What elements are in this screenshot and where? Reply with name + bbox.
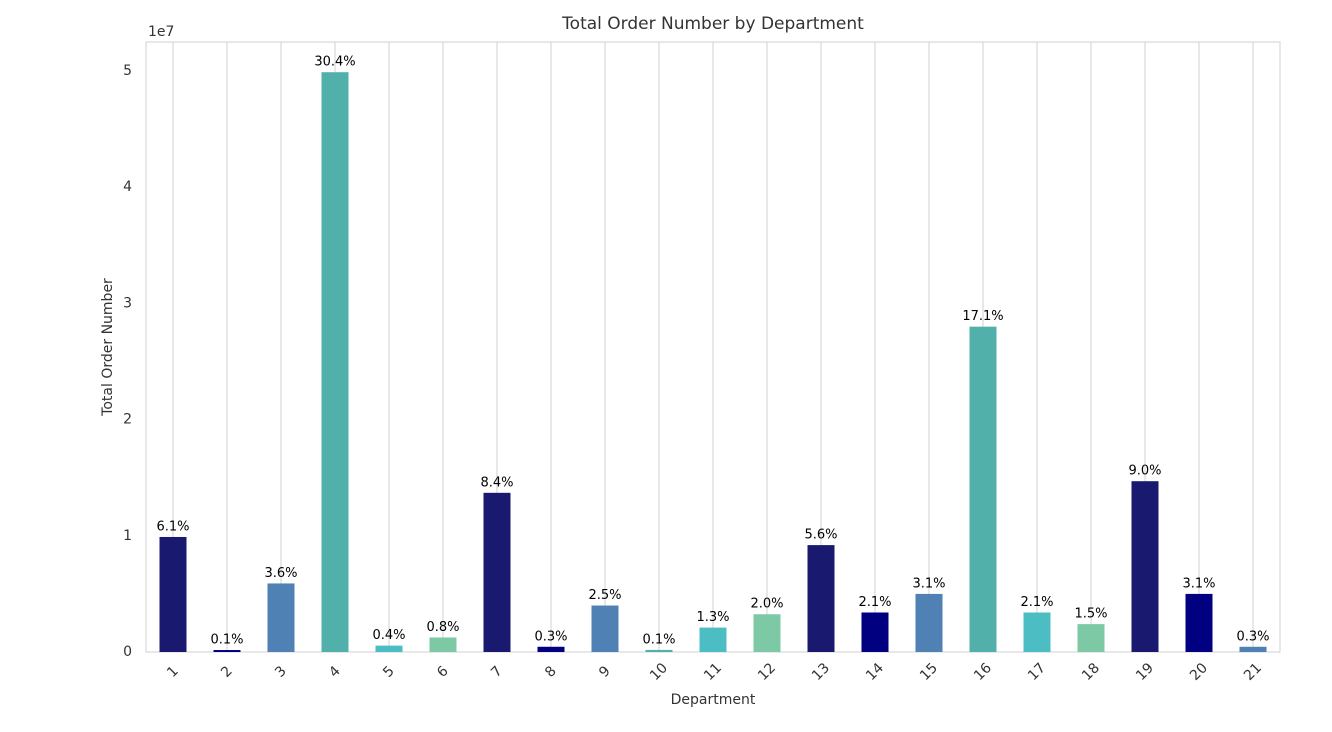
x-tick-label: 12 [755, 660, 779, 684]
y-axis-label: Total Order Number [100, 278, 116, 417]
bar [1185, 593, 1213, 652]
value-label: 9.0% [1128, 464, 1161, 479]
value-label: 2.5% [588, 588, 621, 603]
bar [645, 649, 673, 652]
chart-title: Total Order Number by Department [561, 14, 864, 34]
x-tick-label: 6 [434, 663, 452, 681]
x-tick-label: 9 [596, 663, 614, 681]
bar [537, 646, 565, 652]
x-tick-label: 2 [218, 663, 236, 681]
x-tick-label: 3 [272, 663, 290, 681]
bar [807, 545, 835, 652]
value-label: 0.4% [372, 628, 405, 643]
x-tick-label: 5 [380, 663, 398, 681]
value-label: 3.1% [912, 576, 945, 591]
value-label: 2.0% [750, 597, 783, 612]
y-offset-label: 1e7 [148, 24, 174, 40]
bar [1023, 612, 1051, 652]
x-tick-label: 1 [164, 663, 182, 681]
y-tick-label: 4 [123, 179, 132, 195]
value-label: 1.3% [696, 610, 729, 625]
x-tick-label: 11 [701, 660, 725, 684]
value-label: 0.1% [642, 632, 675, 647]
x-tick-label: 14 [863, 660, 887, 684]
y-tick-label: 1 [123, 528, 132, 544]
value-label: 0.8% [426, 620, 459, 635]
value-label: 3.1% [1182, 576, 1215, 591]
bar [1131, 481, 1159, 652]
x-axis-label: Department [671, 692, 756, 708]
bar [753, 614, 781, 652]
bar [1239, 646, 1267, 652]
value-label: 3.6% [264, 566, 297, 581]
value-label: 17.1% [962, 309, 1003, 324]
x-tick-label: 10 [647, 660, 671, 684]
value-label: 5.6% [804, 528, 837, 543]
x-tick-label: 21 [1241, 660, 1265, 684]
y-tick-label: 0 [123, 644, 132, 660]
x-tick-label: 16 [971, 660, 995, 684]
y-tick-label: 2 [123, 412, 132, 428]
value-label: 1.5% [1074, 607, 1107, 622]
value-label: 8.4% [480, 475, 513, 490]
x-tick-label: 7 [488, 663, 506, 681]
bar [375, 645, 403, 652]
bar [213, 650, 241, 652]
bar [1077, 624, 1105, 652]
value-label: 0.3% [1236, 629, 1269, 644]
bar [591, 605, 619, 652]
bar [483, 492, 511, 652]
value-label: 2.1% [1020, 595, 1053, 610]
y-tick-label: 3 [123, 295, 132, 311]
bar [429, 637, 457, 652]
x-tick-label: 18 [1079, 660, 1103, 684]
value-label: 0.1% [210, 633, 243, 648]
bar [267, 583, 295, 652]
x-tick-label: 17 [1025, 660, 1049, 684]
x-tick-label: 15 [917, 660, 941, 684]
x-tick-label: 19 [1133, 660, 1157, 684]
x-tick-label: 13 [809, 660, 833, 684]
bar [861, 612, 889, 652]
x-tick-label: 4 [326, 663, 344, 681]
value-label: 0.3% [534, 629, 567, 644]
value-label: 30.4% [314, 55, 355, 70]
value-label: 2.1% [858, 595, 891, 610]
bar [159, 536, 187, 652]
bar [915, 593, 943, 652]
x-tick-label: 20 [1187, 660, 1211, 684]
bar [969, 326, 997, 652]
bar [321, 72, 349, 652]
bar [699, 627, 727, 652]
x-tick-label: 8 [542, 663, 560, 681]
value-label: 6.1% [156, 519, 189, 534]
y-tick-label: 5 [123, 63, 132, 79]
